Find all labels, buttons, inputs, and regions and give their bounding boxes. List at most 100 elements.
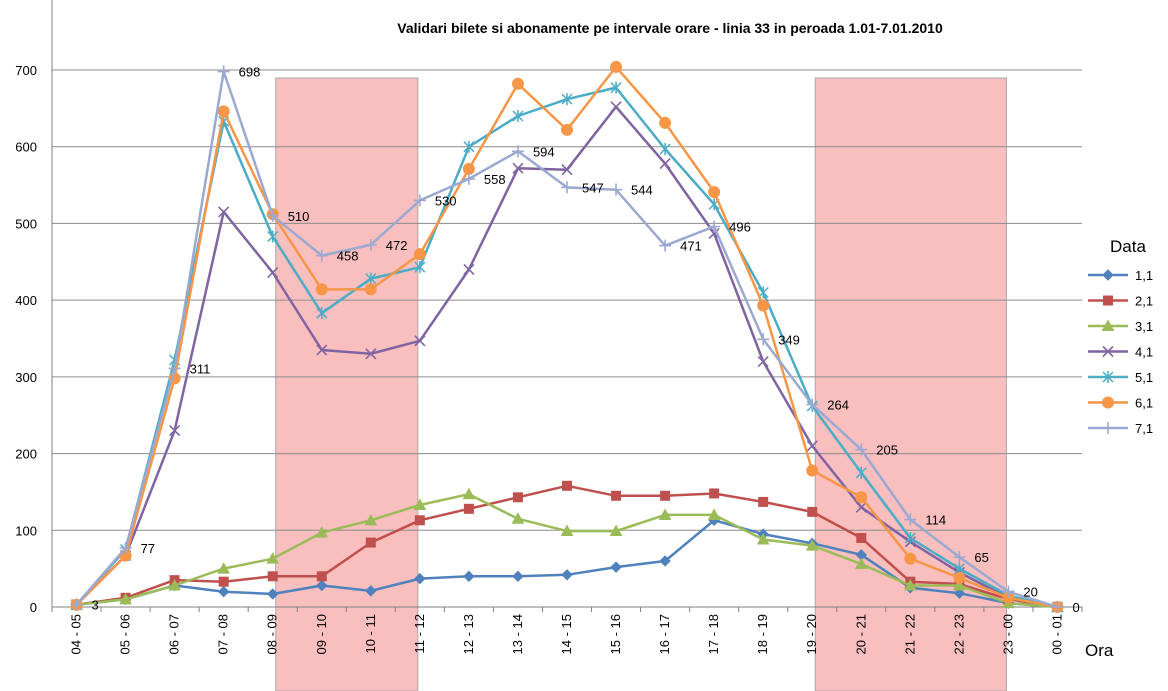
- data-point-6-1: [610, 60, 623, 73]
- data-label: 311: [190, 361, 211, 376]
- data-point-5-1: [267, 230, 279, 243]
- legend-label: 4,1: [1135, 345, 1153, 360]
- x-tick-label: 11 - 12: [412, 614, 427, 654]
- x-tick-label: 09 - 10: [314, 614, 329, 654]
- data-point-6-1: [904, 552, 917, 565]
- data-point-1-1: [610, 561, 622, 573]
- data-point-7-1: [953, 551, 966, 564]
- data-point-3-1: [266, 552, 280, 564]
- data-point-7-1: [364, 238, 377, 251]
- legend-marker-2-1: [1103, 295, 1113, 306]
- data-point-4-1: [169, 424, 181, 437]
- data-point-6-1: [561, 123, 573, 136]
- x-tick-label: 00 - 01: [1049, 614, 1064, 654]
- x-tick-label: 06 - 07: [167, 614, 182, 654]
- highlight-band-1: [275, 77, 419, 691]
- data-point-5-1: [365, 272, 377, 285]
- data-point-7-1: [119, 541, 132, 554]
- x-tick-label: 21 - 22: [902, 614, 917, 654]
- data-point-2-1: [611, 490, 622, 501]
- data-point-3-1: [413, 498, 427, 510]
- data-point-7-1: [511, 145, 524, 158]
- data-point-4-1: [267, 266, 279, 279]
- data-point-3-1: [953, 578, 966, 591]
- data-point-4-1: [806, 440, 818, 452]
- data-point-4-1: [512, 162, 524, 174]
- x-tick-label: 04 - 05: [69, 614, 84, 654]
- legend-item-4-1: 4,1: [1088, 345, 1153, 360]
- data-point-1-1: [463, 570, 475, 583]
- data-point-5-1: [659, 143, 671, 156]
- data-point-7-1: [806, 398, 819, 411]
- data-point-5-1: [904, 531, 916, 544]
- data-point-2-1: [316, 571, 327, 582]
- data-point-3-1: [315, 526, 329, 538]
- x-tick-label: 07 - 08: [216, 614, 231, 654]
- data-label: 496: [729, 219, 751, 234]
- data-point-4-1: [316, 344, 328, 356]
- data-point-7-1: [217, 65, 230, 78]
- data-point-3-1: [168, 578, 181, 591]
- legend-marker-3-1: [1101, 319, 1115, 331]
- data-point-6-1: [315, 283, 328, 296]
- data-labels: 3 77 311 698 510 458 472 530 558 594 547 544 471 496 3…: [92, 65, 1080, 615]
- data-point-6-1: [462, 162, 475, 175]
- data-point-7-1: [168, 362, 181, 375]
- data-point-1-1: [267, 588, 279, 600]
- data-label: 594: [533, 144, 555, 159]
- series-lines: [70, 60, 1064, 613]
- data-point-6-1: [757, 299, 770, 312]
- data-label: 698: [239, 65, 261, 80]
- legend-label: 5,1: [1135, 370, 1153, 385]
- data-point-7-1: [1051, 601, 1064, 613]
- data-point-5-1: [414, 261, 426, 274]
- data-point-4-1: [610, 101, 622, 113]
- data-point-1-1: [561, 569, 573, 581]
- data-point-1-1: [659, 555, 671, 567]
- legend-marker-7-1: [1102, 422, 1114, 434]
- data-point-3-1: [462, 487, 476, 500]
- data-point-7-1: [610, 183, 623, 196]
- legend-title: Data: [1110, 237, 1146, 256]
- legend-label: 6,1: [1135, 396, 1153, 411]
- data-label: 114: [925, 513, 946, 528]
- data-point-7-1: [315, 249, 328, 262]
- x-tick-label: 12 - 13: [461, 614, 476, 654]
- data-label: 530: [435, 193, 457, 208]
- data-label: 264: [827, 397, 849, 412]
- data-point-3-1: [511, 512, 525, 524]
- data-point-5-1: [463, 140, 475, 153]
- data-point-1-1: [953, 587, 966, 599]
- data-point-3-1: [805, 539, 819, 551]
- data-point-5-1: [512, 110, 524, 123]
- data-point-4-1: [561, 164, 573, 176]
- data-point-3-1: [854, 557, 868, 570]
- data-point-5-1: [610, 81, 622, 94]
- data-label: 458: [337, 249, 359, 264]
- data-point-2-1: [562, 480, 572, 491]
- data-label: 472: [386, 238, 408, 253]
- data-label: 510: [288, 209, 310, 224]
- x-tick-label: 14 - 15: [559, 614, 574, 654]
- x-axis-title: Ora: [1085, 641, 1114, 660]
- legend-item-5-1: 5,1: [1088, 370, 1153, 385]
- data-label: 349: [778, 332, 800, 347]
- data-point-6-1: [511, 77, 524, 90]
- x-tick-label: 18 - 19: [755, 614, 770, 654]
- data-point-2-1: [414, 515, 425, 526]
- y-tick-label: 700: [15, 63, 37, 78]
- data-point-5-1: [855, 466, 867, 479]
- data-point-7-1: [855, 443, 868, 456]
- data-point-2-1: [365, 537, 376, 548]
- series-7-1: [70, 65, 1064, 613]
- data-point-2-1: [512, 492, 523, 503]
- legend-item-2-1: 2,1: [1088, 294, 1153, 309]
- x-tick-label: 15 - 16: [608, 614, 623, 654]
- data-point-2-1: [463, 503, 474, 514]
- data-point-4-1: [855, 501, 867, 513]
- x-tick-label: 19 - 20: [804, 614, 819, 654]
- data-label: 558: [484, 172, 506, 187]
- data-point-4-1: [218, 206, 230, 218]
- legend-label: 1,1: [1135, 268, 1153, 283]
